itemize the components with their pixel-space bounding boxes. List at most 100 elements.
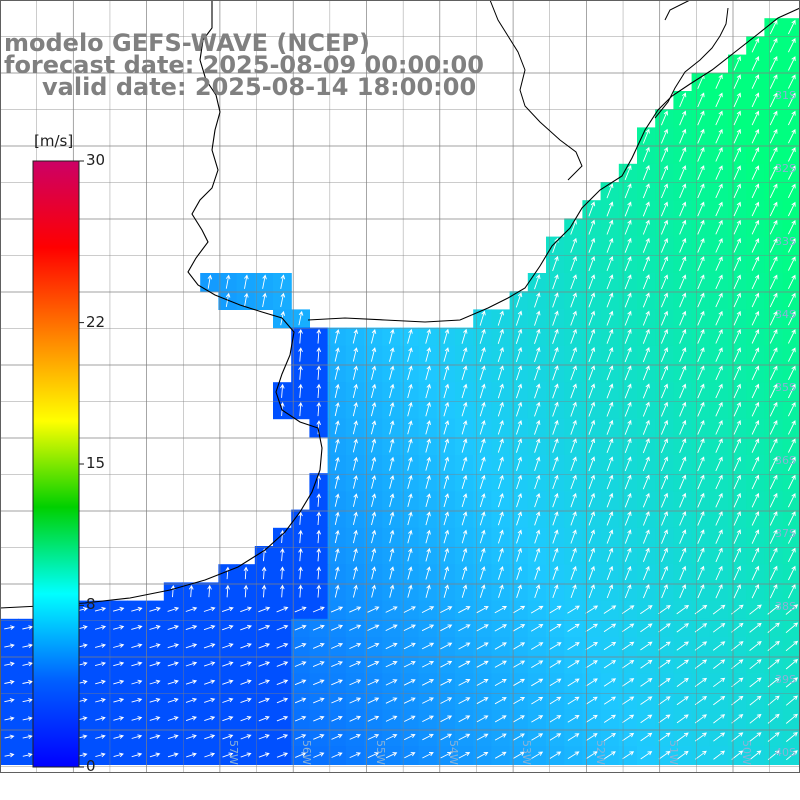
wind-arrow: [606, 347, 614, 363]
wind-arrow: [207, 274, 213, 289]
wind-arrow: [658, 714, 671, 724]
wind-arrow: [624, 183, 632, 199]
wind-arrow: [479, 547, 486, 562]
wind-arrow: [697, 256, 705, 271]
wind-arrow: [425, 493, 431, 508]
wind-arrow: [512, 697, 526, 705]
wind-arrow: [407, 493, 413, 508]
lat-label: 32S: [775, 162, 796, 175]
wind-arrow: [749, 604, 762, 615]
wind-arrow: [149, 625, 161, 630]
wind-arrow: [371, 493, 377, 507]
wind-arrow: [461, 584, 468, 598]
wind-arrow: [603, 678, 617, 687]
wind-arrow: [476, 624, 489, 632]
wind-arrow: [516, 584, 522, 598]
wind-arrow: [570, 292, 577, 308]
wind-arrow: [624, 347, 632, 363]
wind-arrow: [585, 733, 598, 741]
wind-arrow: [298, 365, 303, 380]
wind-arrow: [697, 201, 705, 217]
wind-arrow: [515, 292, 523, 308]
wind-arrow: [385, 606, 398, 613]
wind-arrow: [443, 547, 450, 562]
wind-arrow: [440, 660, 453, 668]
wind-arrow: [149, 606, 161, 612]
wind-arrow: [276, 734, 289, 740]
wind-arrow: [334, 420, 340, 435]
wind-arrow: [385, 661, 398, 668]
wind-arrow: [787, 492, 796, 508]
wind-arrow: [679, 128, 687, 144]
wind-arrow: [606, 401, 614, 417]
wind-arrow: [606, 201, 614, 217]
wind-arrow: [733, 329, 741, 344]
wind-arrow: [94, 643, 107, 648]
wind-arrow: [389, 511, 395, 526]
wind-arrow: [389, 529, 395, 544]
wind-arrow: [298, 584, 303, 598]
wind-arrow: [22, 643, 34, 649]
wind-arrow: [331, 734, 343, 740]
wind-arrow: [4, 679, 15, 685]
wind-arrow: [697, 328, 705, 344]
wind-arrow: [640, 678, 653, 687]
wind-arrow: [751, 274, 760, 290]
wind-arrow: [204, 752, 216, 758]
wind-arrow: [407, 474, 413, 489]
wind-arrow: [621, 641, 635, 651]
wind-arrow: [567, 696, 580, 705]
wind-arrow: [606, 365, 614, 381]
wind-arrow: [603, 641, 617, 651]
wind-arrow: [334, 548, 340, 562]
wind-arrow: [534, 438, 541, 453]
wind-arrow: [733, 292, 741, 308]
wind-arrow: [476, 733, 489, 741]
wind-arrow: [661, 547, 668, 562]
wind-arrow: [403, 697, 416, 704]
wind-arrow: [697, 110, 705, 126]
wind-arrow: [479, 566, 486, 580]
wind-arrow: [421, 679, 435, 686]
wind-arrow: [660, 310, 669, 326]
wind-arrow: [715, 238, 723, 253]
wind-arrow: [552, 383, 559, 399]
wind-arrow: [352, 347, 359, 362]
wind-arrow: [440, 697, 453, 704]
wind-arrow: [371, 456, 377, 471]
wind-arrow: [787, 110, 796, 126]
wind-arrow: [295, 752, 307, 758]
wind-arrow: [769, 292, 778, 308]
wind-arrow: [313, 697, 325, 704]
wind-arrow: [512, 642, 526, 650]
wind-arrow: [280, 566, 285, 580]
wind-arrow: [367, 679, 380, 686]
wind-arrow: [497, 310, 504, 326]
wind-arrow: [131, 643, 143, 649]
wind-arrow: [295, 734, 307, 740]
wind-arrow: [642, 237, 650, 253]
wind-arrow: [606, 438, 614, 453]
wind-arrow: [697, 438, 705, 453]
wind-arrow: [642, 201, 650, 217]
wind-arrow: [622, 659, 635, 669]
wind-arrow: [516, 566, 522, 580]
wind-arrow: [407, 584, 413, 598]
wind-arrow: [497, 365, 504, 381]
wind-arrow: [715, 292, 723, 308]
wind-arrow: [334, 475, 340, 489]
border-line: [664, 0, 691, 21]
wind-arrow: [552, 328, 559, 344]
wind-arrow: [204, 716, 216, 722]
wind-arrow: [240, 643, 252, 649]
wind-arrow: [660, 328, 669, 344]
wind-arrow: [769, 438, 778, 453]
wind-arrow: [243, 566, 249, 580]
wind-arrow: [786, 750, 798, 761]
wind-arrow: [603, 732, 616, 742]
wind-arrow: [280, 548, 285, 562]
wind-arrow: [697, 529, 705, 544]
wind-arrow: [679, 438, 687, 453]
wind-arrow: [534, 474, 541, 490]
wind-arrow: [585, 714, 598, 723]
